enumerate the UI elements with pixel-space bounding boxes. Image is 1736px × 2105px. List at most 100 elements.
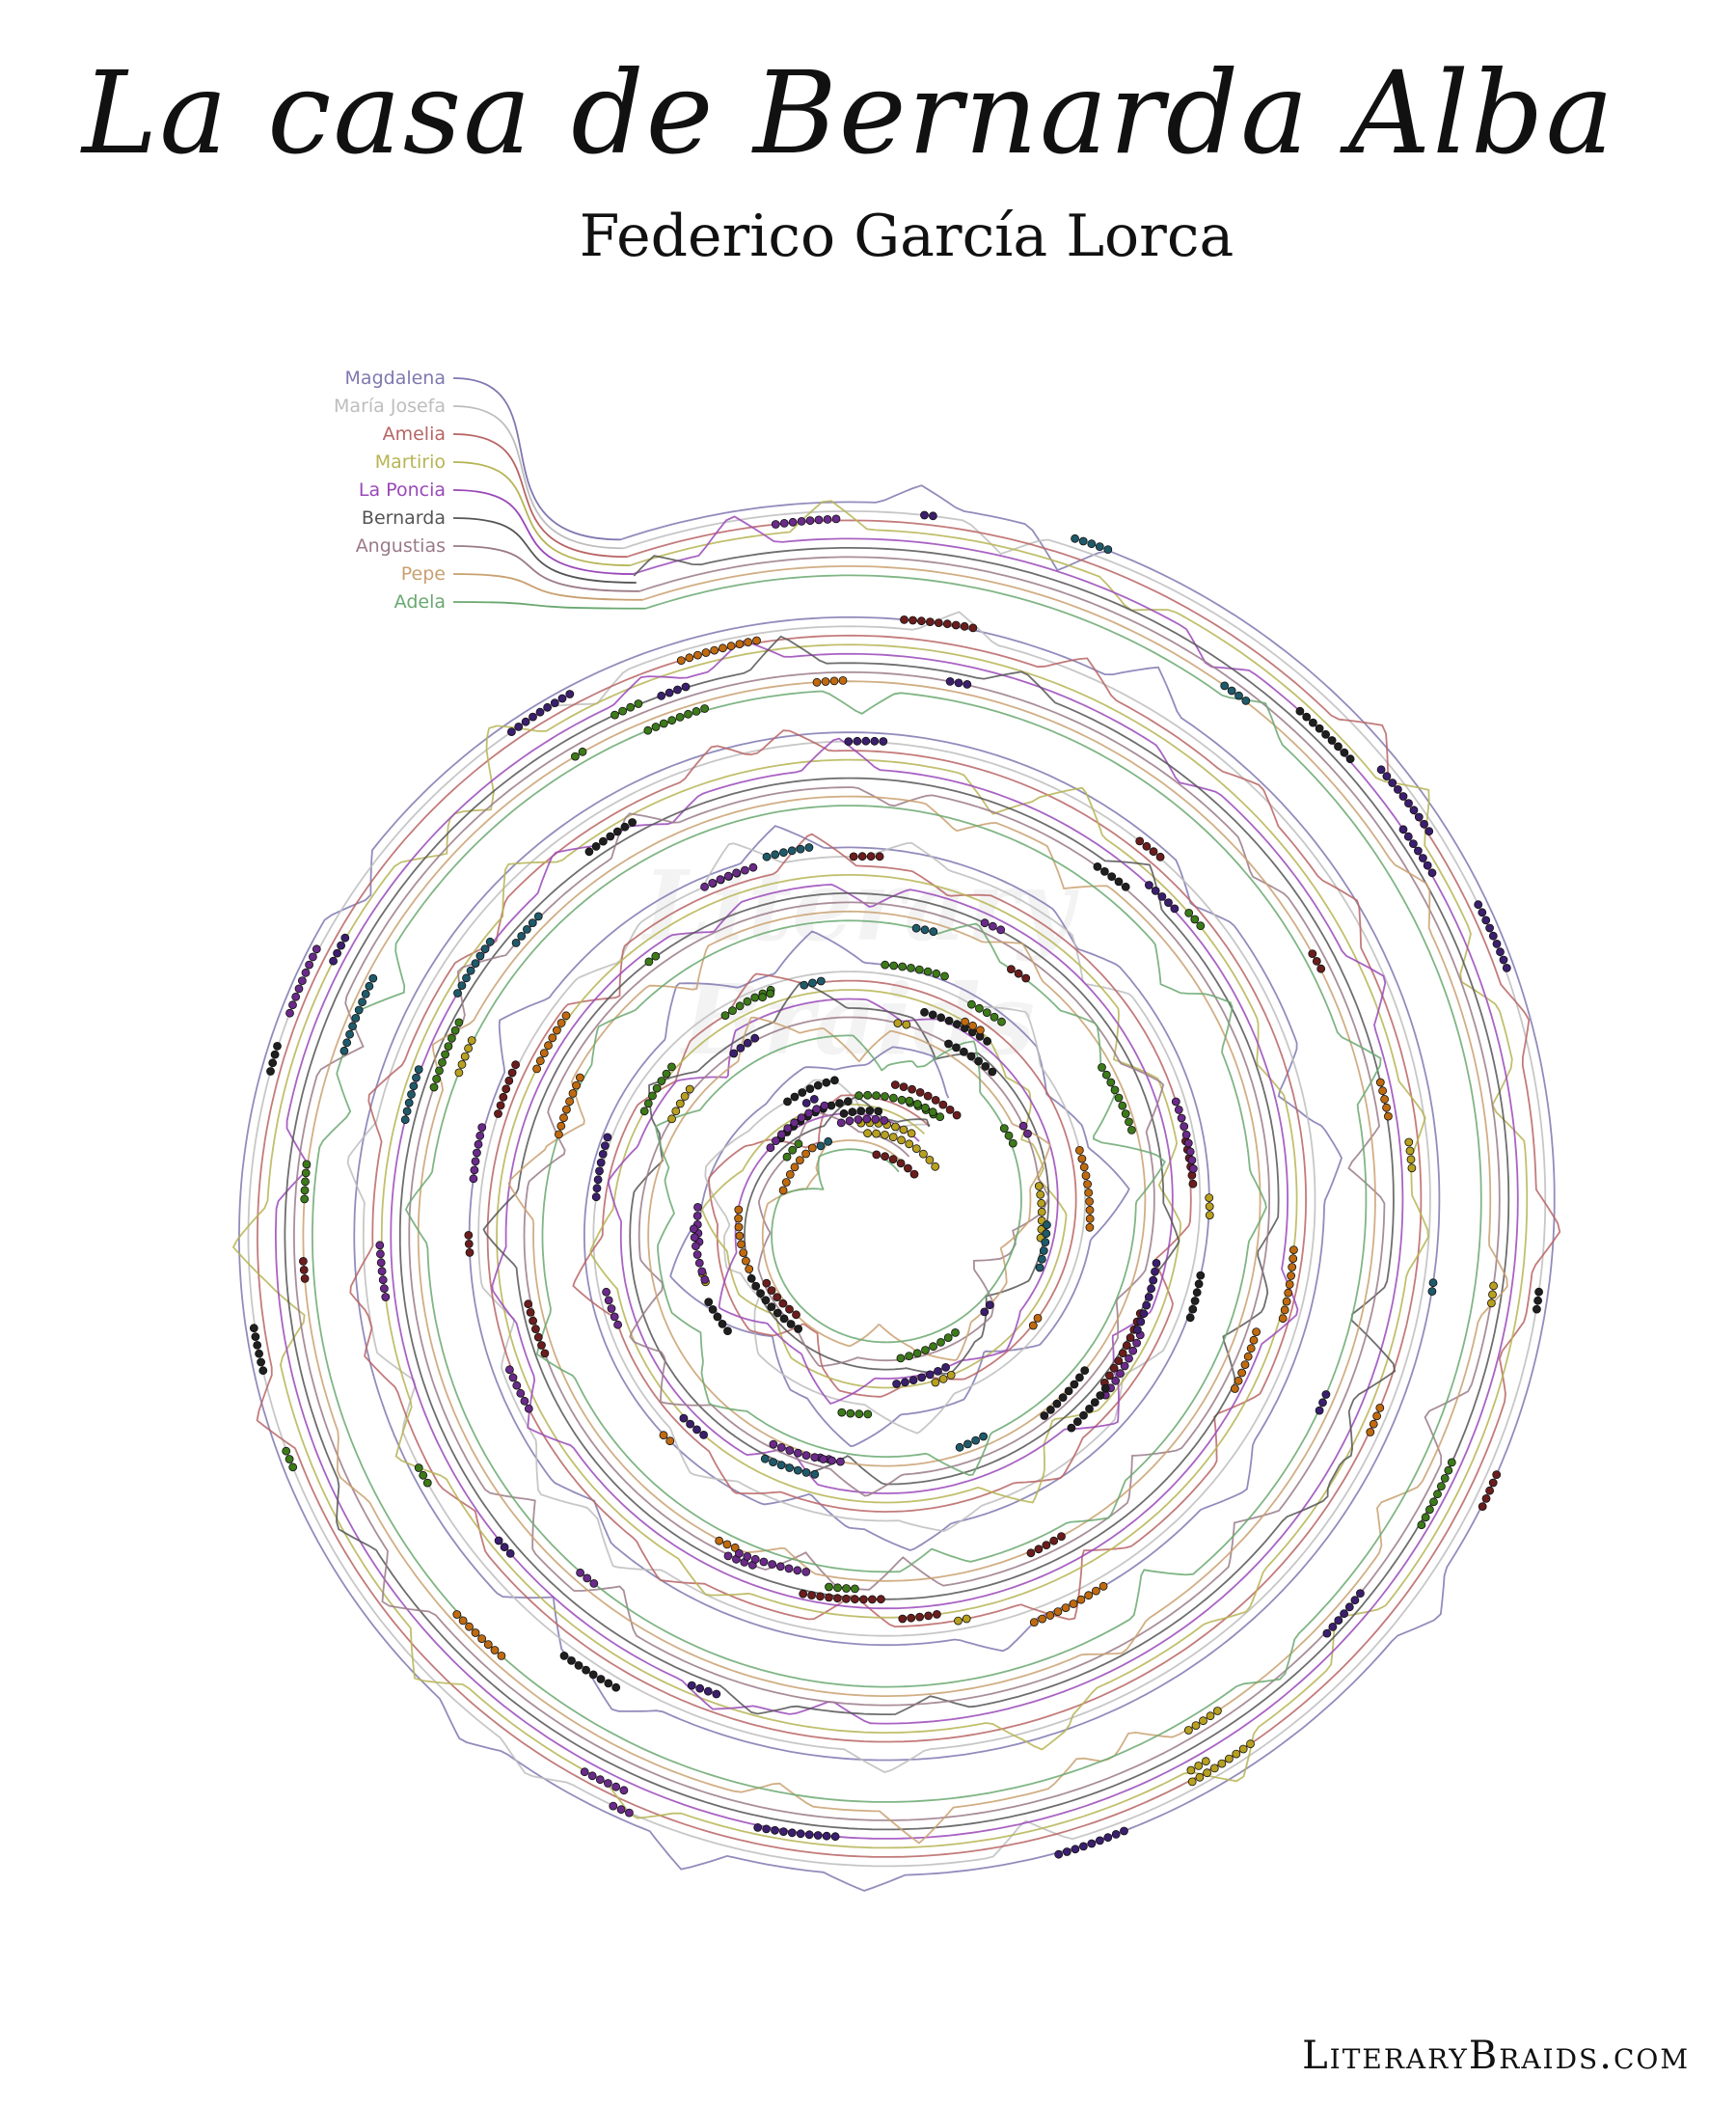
scene-bead [1502,964,1511,972]
scene-bead [251,1332,260,1341]
scene-bead [1423,861,1432,870]
scene-bead [797,1113,806,1122]
scene-bead [929,927,938,937]
scene-bead [1125,1353,1133,1363]
scene-bead [1485,1486,1494,1495]
scene-bead [861,736,871,746]
scene-bead [979,1432,988,1441]
scene-bead [946,1371,956,1380]
scene-bead [767,1302,776,1311]
scene-bead [375,1249,385,1259]
scene-bead [936,1338,945,1347]
scene-bead [1185,1313,1195,1323]
scene-bead [820,1101,829,1110]
legend-label: Amelia [383,424,446,445]
scene-bead [679,1413,689,1423]
scene-bead [524,1299,533,1309]
scene-bead [787,846,797,856]
scene-bead [912,1100,922,1108]
scene-bead [432,1075,442,1083]
scene-bead [794,1139,803,1149]
scene-bead [819,1455,827,1463]
scene-bead [968,1021,977,1030]
scene-bead [881,1152,889,1162]
scene-bead [1083,1180,1092,1189]
scene-bead [1241,697,1251,705]
scene-bead [810,1469,820,1479]
scene-bead [354,1005,364,1015]
scene-bead [659,1431,668,1440]
scene-bead [1037,1198,1046,1208]
scene-bead [1205,1211,1214,1219]
scene-bead [951,1328,960,1337]
scene-bead [759,1557,769,1567]
scene-bead [454,1068,464,1078]
scene-bead [505,1548,515,1558]
scene-bead [1144,1293,1153,1301]
scene-bead [700,704,709,713]
scene-bead [920,1007,929,1017]
scene-bead [1424,827,1434,836]
scene-bead [779,1827,788,1836]
scene-bead [881,1092,889,1101]
scene-bead [836,1457,845,1466]
scene-bead [924,1611,933,1621]
scene-bead [578,747,587,756]
scene-bead [967,999,976,1009]
scene-bead [1406,1155,1416,1164]
scene-bead [833,1583,842,1593]
scene-bead [255,1349,264,1358]
scene-bead [1116,1369,1125,1379]
scene-bead [723,871,733,881]
scene-bead [1177,1113,1186,1123]
scene-bead [844,737,854,746]
scene-bead [599,836,608,846]
scene-bead [348,1022,358,1031]
scene-bead [1076,1595,1086,1604]
scene-bead [812,677,822,687]
scene-bead [532,1064,541,1074]
scene-bead [595,1775,605,1785]
scene-bead [447,1033,456,1043]
scene-bead [1206,1711,1215,1721]
scene-bead [1053,1607,1063,1616]
scene-bead [288,1000,297,1010]
scene-bead [298,1257,308,1266]
scene-bead [1496,947,1505,957]
scene-bead [1110,1085,1120,1095]
scene-bead [866,852,876,861]
scene-bead [1081,1171,1091,1180]
scene-bead [1023,1129,1032,1138]
scene-bead [726,642,736,651]
scene-bead [801,1568,811,1576]
scene-bead [1321,729,1330,739]
scene-bead [928,1107,937,1117]
scene-bead [1403,832,1413,841]
scene-bead [854,1115,863,1124]
scene-bead [955,1442,964,1452]
scene-bead [502,1084,511,1094]
scene-bead [1180,1122,1189,1131]
scene-bead [1488,931,1498,941]
scene-bead [1185,1147,1195,1157]
scene-bead [751,1281,761,1291]
scene-bead [514,723,524,731]
scene-bead [888,1133,898,1142]
scene-bead [692,1425,701,1435]
scene-bead [1334,1616,1343,1625]
scene-bead [1114,1093,1124,1103]
scene-bead [651,951,661,961]
scene-bead [923,1091,933,1101]
scene-bead [787,1828,797,1838]
scene-bead [936,1013,946,1023]
scene-bead [872,1150,882,1160]
scene-bead [723,1551,733,1561]
scene-bead [470,1165,479,1175]
legend-label: Angustias [356,535,446,557]
scene-bead [1122,1341,1131,1351]
scene-bead [805,516,815,525]
scene-bead [533,912,543,921]
scene-bead [1118,1101,1127,1110]
scene-bead [945,1106,955,1114]
scene-bead [1427,868,1437,878]
